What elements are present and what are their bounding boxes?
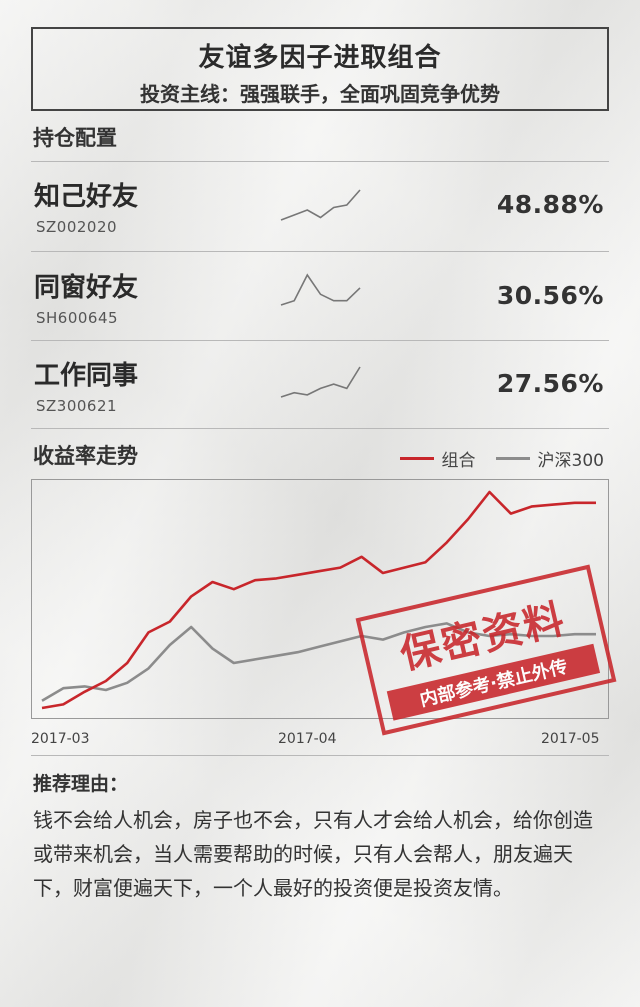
holding-name: 同窗好友 [34,273,139,303]
legend-label: 沪深300 [537,451,604,471]
returns-section-title: 收益率走势 [33,444,138,468]
holding-code: SZ002020 [36,218,118,236]
returns-chart [31,479,609,719]
reason-text: 钱不会给人机会，房子也不会，只有人才会给人机会，给你创造或带来机会，当人需要帮助… [33,808,593,900]
holdings-section-title: 持仓配置 [33,126,117,150]
holding-name: 工作同事 [34,361,139,391]
legend-label: 组合 [441,451,476,471]
x-tick-label: 2017-05 [541,731,600,747]
legend-item: 组合 [399,446,476,471]
returns-chart-svg [41,490,596,710]
reason-title: 推荐理由： [33,773,129,795]
holding-code: SZ300621 [36,397,118,415]
sparkline-path [280,366,361,398]
divider [31,428,609,429]
title-box: 友谊多因子进取组合 投资主线：强强联手，全面巩固竞争优势 [31,27,609,111]
page-subtitle: 投资主线：强强联手，全面巩固竞争优势 [140,82,500,106]
divider [31,251,609,252]
sparkline-path [280,273,361,306]
holding-name: 知己好友 [34,182,139,212]
holding-weight: 30.56% [496,281,604,310]
holding-weight: 27.56% [496,369,604,398]
x-tick-label: 2017-03 [31,731,90,747]
x-tick-label: 2017-04 [278,731,337,747]
divider [31,161,609,162]
series-line-portfolio [41,490,596,710]
holding-sparkline [280,273,361,306]
holding-weight: 48.88% [496,190,604,219]
legend-item: 沪深300 [495,446,604,471]
divider [31,340,609,341]
legend-swatch [399,457,434,460]
legend-swatch [495,457,530,460]
sparkline-path [280,189,361,221]
series-line-benchmark [41,622,596,702]
chart-legend: 组合 沪深300 [380,446,604,471]
holding-sparkline [280,366,361,398]
divider [31,755,609,756]
page-title: 友谊多因子进取组合 [198,43,442,73]
holding-code: SH600645 [36,309,119,327]
holding-sparkline [280,189,361,221]
